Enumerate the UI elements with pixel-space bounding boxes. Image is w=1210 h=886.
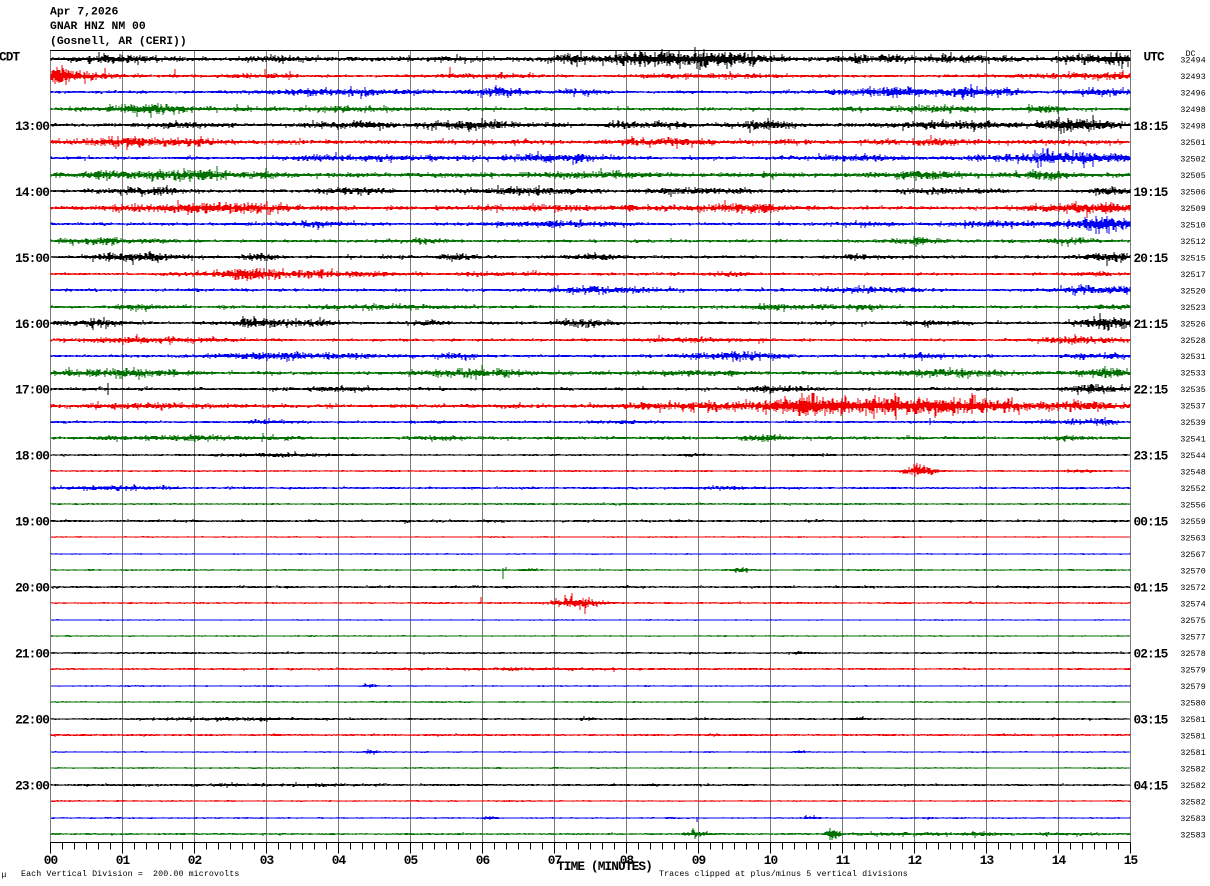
svg-text:04: 04 <box>332 853 347 868</box>
svg-text:32544: 32544 <box>1180 452 1205 461</box>
svg-text:32572: 32572 <box>1180 584 1205 593</box>
svg-text:32583: 32583 <box>1180 831 1205 840</box>
svg-text:20:00: 20:00 <box>15 581 49 596</box>
svg-text:15:00: 15:00 <box>15 251 49 266</box>
svg-text:(Gosnell, AR (CERI)): (Gosnell, AR (CERI)) <box>50 36 187 48</box>
svg-text:32579: 32579 <box>1180 683 1205 692</box>
svg-text:00: 00 <box>44 853 58 868</box>
svg-text:32501: 32501 <box>1180 139 1205 148</box>
svg-text:32509: 32509 <box>1180 205 1205 214</box>
svg-text:32523: 32523 <box>1180 304 1205 313</box>
svg-text:32559: 32559 <box>1180 518 1205 527</box>
svg-text:02: 02 <box>188 853 202 868</box>
svg-text:32574: 32574 <box>1180 601 1205 610</box>
svg-text:32520: 32520 <box>1180 287 1205 296</box>
svg-text:32493: 32493 <box>1180 73 1205 82</box>
svg-text:32517: 32517 <box>1180 271 1205 280</box>
svg-text:18:15: 18:15 <box>1134 119 1169 134</box>
svg-text:32506: 32506 <box>1180 188 1205 197</box>
svg-text:32494: 32494 <box>1180 57 1205 66</box>
svg-text:32533: 32533 <box>1180 370 1205 379</box>
svg-text:32579: 32579 <box>1180 667 1205 676</box>
svg-text:GNAR HNZ NM 00: GNAR HNZ NM 00 <box>50 21 146 33</box>
svg-text:01:15: 01:15 <box>1134 581 1169 596</box>
svg-text:32581: 32581 <box>1180 716 1205 725</box>
svg-text:32582: 32582 <box>1180 798 1205 807</box>
svg-text:32502: 32502 <box>1180 155 1205 164</box>
svg-text:Apr 7,2026: Apr 7,2026 <box>50 6 119 18</box>
svg-text:14:00: 14:00 <box>15 185 49 200</box>
svg-text:08: 08 <box>620 853 634 868</box>
svg-text:11: 11 <box>836 853 851 868</box>
svg-text:32526: 32526 <box>1180 320 1205 329</box>
svg-text:03:15: 03:15 <box>1134 712 1169 727</box>
svg-text:32535: 32535 <box>1180 386 1205 395</box>
svg-text:23:15: 23:15 <box>1134 449 1169 464</box>
svg-text:32548: 32548 <box>1180 469 1205 478</box>
svg-text:32498: 32498 <box>1180 122 1205 131</box>
svg-text:32575: 32575 <box>1180 617 1205 626</box>
svg-text:13:00: 13:00 <box>15 119 49 134</box>
svg-text:06: 06 <box>476 853 490 868</box>
svg-text:19:00: 19:00 <box>15 515 49 530</box>
svg-text:01: 01 <box>116 853 131 868</box>
svg-text:32498: 32498 <box>1180 106 1205 115</box>
svg-text:18:00: 18:00 <box>15 449 49 464</box>
svg-text:32539: 32539 <box>1180 419 1205 428</box>
svg-text:32583: 32583 <box>1180 815 1205 824</box>
svg-text:32563: 32563 <box>1180 535 1205 544</box>
svg-text:32505: 32505 <box>1180 172 1205 181</box>
svg-text:15: 15 <box>1124 853 1139 868</box>
svg-text:22:15: 22:15 <box>1134 383 1169 398</box>
svg-text:22:00: 22:00 <box>15 712 49 727</box>
svg-text:32577: 32577 <box>1180 634 1205 643</box>
svg-text:14: 14 <box>1052 853 1067 868</box>
svg-text:32582: 32582 <box>1180 782 1205 791</box>
svg-text:19:15: 19:15 <box>1134 185 1169 200</box>
svg-text:32567: 32567 <box>1180 551 1205 560</box>
svg-text:32552: 32552 <box>1180 485 1205 494</box>
svg-text:04:15: 04:15 <box>1134 778 1169 793</box>
svg-text:07: 07 <box>548 853 562 868</box>
svg-text:32581: 32581 <box>1180 732 1205 741</box>
svg-text:32570: 32570 <box>1180 568 1205 577</box>
svg-text:02:15: 02:15 <box>1134 647 1169 662</box>
svg-text:23:00: 23:00 <box>15 778 49 793</box>
svg-text:Each Vertical Division = 200.: Each Vertical Division = 200.00 microvol… <box>21 869 239 879</box>
svg-text:20:15: 20:15 <box>1134 251 1169 266</box>
svg-text:32581: 32581 <box>1180 749 1205 758</box>
svg-text:00:15: 00:15 <box>1134 515 1169 530</box>
svg-text:Traces clipped at plus/minus 5: Traces clipped at plus/minus 5 vertical … <box>659 869 908 879</box>
svg-text:32537: 32537 <box>1180 403 1205 412</box>
svg-text:μ: μ <box>2 871 7 880</box>
svg-text:09: 09 <box>692 853 706 868</box>
svg-text:32515: 32515 <box>1180 254 1205 263</box>
svg-text:TIME (MINUTES): TIME (MINUTES) <box>557 859 652 874</box>
svg-text:16:00: 16:00 <box>15 317 49 332</box>
svg-text:CDT: CDT <box>0 50 21 65</box>
svg-text:10: 10 <box>764 853 778 868</box>
svg-text:32578: 32578 <box>1180 650 1205 659</box>
svg-text:05: 05 <box>404 853 419 868</box>
svg-text:UTC: UTC <box>1144 50 1166 65</box>
svg-text:32556: 32556 <box>1180 502 1205 511</box>
svg-text:32582: 32582 <box>1180 765 1205 774</box>
svg-text:32580: 32580 <box>1180 700 1205 709</box>
svg-text:32496: 32496 <box>1180 90 1205 99</box>
svg-text:21:15: 21:15 <box>1134 317 1169 332</box>
svg-text:32531: 32531 <box>1180 353 1205 362</box>
svg-text:32541: 32541 <box>1180 436 1205 445</box>
svg-text:DC: DC <box>1186 50 1196 59</box>
svg-text:12: 12 <box>908 853 922 868</box>
svg-text:21:00: 21:00 <box>15 647 49 662</box>
svg-text:03: 03 <box>260 853 275 868</box>
svg-text:17:00: 17:00 <box>15 383 49 398</box>
svg-text:32510: 32510 <box>1180 221 1205 230</box>
svg-text:32528: 32528 <box>1180 337 1205 346</box>
svg-text:13: 13 <box>980 853 995 868</box>
svg-text:32512: 32512 <box>1180 238 1205 247</box>
